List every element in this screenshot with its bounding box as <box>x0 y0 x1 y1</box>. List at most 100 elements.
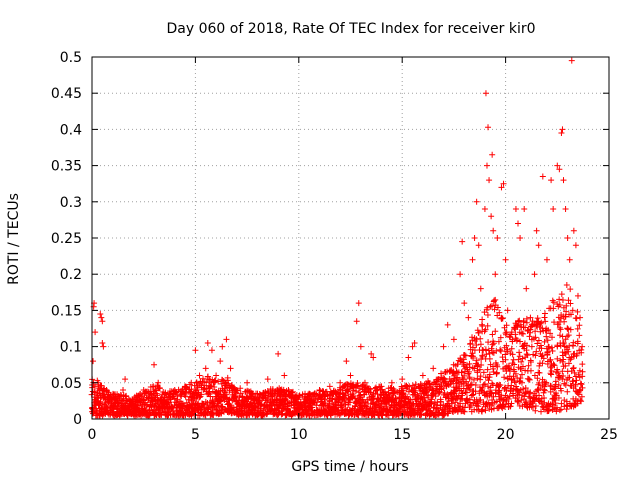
data-point-outlier <box>357 343 364 350</box>
data-point <box>211 384 218 391</box>
data-point <box>500 396 507 403</box>
data-point <box>479 384 486 391</box>
data-point <box>467 382 474 389</box>
data-point <box>470 376 477 383</box>
data-point-outlier <box>523 285 530 292</box>
data-point <box>117 411 124 418</box>
data-point <box>519 355 526 362</box>
data-point <box>508 382 515 389</box>
data-point <box>532 328 539 335</box>
data-point <box>548 344 555 351</box>
y-tick-label: 0 <box>73 412 82 428</box>
data-point <box>573 315 580 322</box>
data-point-outlier <box>233 387 240 394</box>
data-point <box>473 336 480 343</box>
y-tick-label: 0.45 <box>51 86 82 102</box>
data-point <box>385 389 392 396</box>
data-point <box>494 363 501 370</box>
data-point <box>478 361 485 368</box>
data-point <box>576 322 583 329</box>
data-point <box>468 392 475 399</box>
data-point-outlier <box>500 180 507 187</box>
data-point-outlier <box>227 365 234 372</box>
data-points <box>88 57 586 419</box>
data-point <box>483 351 490 358</box>
data-point-outlier <box>399 376 406 383</box>
data-point <box>541 338 548 345</box>
data-point <box>570 339 577 346</box>
data-point-outlier <box>97 311 104 318</box>
data-point <box>421 397 428 404</box>
data-point <box>519 363 526 370</box>
data-point <box>218 410 225 417</box>
data-point <box>556 301 563 308</box>
axis-ticks: 0 5 10 15 20 25 0 0.05 0.1 0.15 0.2 0.25 0.3 0.35 0.4 0… <box>51 50 618 443</box>
data-point <box>541 387 548 394</box>
data-point <box>555 382 562 389</box>
data-point <box>474 369 481 376</box>
data-point-outlier <box>347 372 354 379</box>
data-point <box>518 379 525 386</box>
data-point <box>527 326 534 333</box>
data-point <box>512 370 519 377</box>
data-point <box>573 377 580 384</box>
data-point <box>544 337 551 344</box>
data-point-outlier <box>488 213 495 220</box>
data-point <box>488 302 495 309</box>
data-point <box>226 396 233 403</box>
data-point <box>445 398 452 405</box>
data-point <box>504 346 511 353</box>
data-point <box>552 383 559 390</box>
data-point-outlier <box>465 314 472 321</box>
data-point <box>551 319 558 326</box>
data-point-outlier <box>560 177 567 184</box>
data-point-outlier <box>99 339 106 346</box>
data-point <box>541 314 548 321</box>
data-point <box>536 379 543 386</box>
data-point <box>576 332 583 339</box>
data-point <box>574 325 581 332</box>
data-point <box>461 351 468 358</box>
data-point <box>339 397 346 404</box>
data-point-outlier <box>388 379 395 386</box>
data-point <box>530 403 537 410</box>
data-point-outlier <box>217 358 224 365</box>
grid <box>92 57 609 419</box>
data-point <box>271 406 278 413</box>
data-point <box>342 401 349 408</box>
data-point <box>548 367 555 374</box>
data-point <box>466 368 473 375</box>
data-point-outlier <box>103 387 110 394</box>
data-point <box>508 345 515 352</box>
data-point <box>555 395 562 402</box>
data-point <box>487 402 494 409</box>
data-point-outlier <box>527 314 534 321</box>
data-point <box>536 362 543 369</box>
data-point <box>503 322 510 329</box>
data-point <box>473 357 480 364</box>
data-point <box>574 340 581 347</box>
data-point <box>564 388 571 395</box>
data-point <box>486 355 493 362</box>
data-point <box>565 360 572 367</box>
data-point <box>232 393 239 400</box>
data-point <box>524 352 531 359</box>
data-point <box>506 393 513 400</box>
data-point <box>91 383 98 390</box>
data-point <box>468 381 475 388</box>
data-point <box>566 374 573 381</box>
data-point <box>296 392 303 399</box>
data-point <box>282 397 289 404</box>
data-point <box>552 378 559 385</box>
data-point <box>503 329 510 336</box>
data-point <box>552 400 559 407</box>
data-point <box>270 400 277 407</box>
data-point <box>489 349 496 356</box>
data-point <box>563 308 570 315</box>
data-point <box>466 399 473 406</box>
data-point <box>554 300 561 307</box>
data-point <box>462 352 469 359</box>
data-point <box>535 337 542 344</box>
data-point <box>477 373 484 380</box>
data-point <box>570 365 577 372</box>
